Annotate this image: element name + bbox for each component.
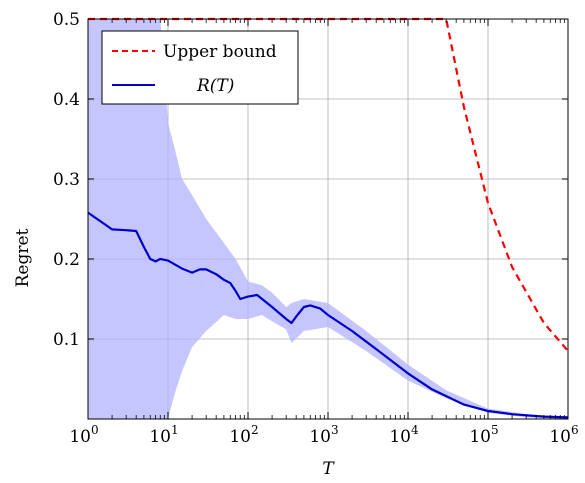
x-tick-label: 102 <box>229 423 258 447</box>
y-tick-label: 0.2 <box>53 250 80 270</box>
x-tick-label: 105 <box>469 423 498 447</box>
legend: Upper bound R(T) <box>101 30 299 105</box>
x-tick-label: 104 <box>389 423 419 447</box>
x-tick-label: 103 <box>309 423 338 447</box>
x-axis-label: T <box>322 459 335 479</box>
x-tick-label: 101 <box>149 423 178 447</box>
y-tick-label: 0.3 <box>53 170 80 190</box>
legend-label-upper-bound: Upper bound <box>163 42 277 62</box>
y-tick-label: 0.4 <box>53 90 80 110</box>
confidence-band <box>88 19 568 419</box>
series-line-r-t <box>87 211 569 419</box>
y-tick-label: 0.5 <box>53 10 80 30</box>
y-axis-label: Regret <box>13 228 33 287</box>
y-tick-label: 0.1 <box>53 330 80 350</box>
x-tick-label: 100 <box>69 423 98 447</box>
legend-label-r-t: R(T) <box>196 76 234 96</box>
tick-label-layer: 100 101 102 103 104 105 106 0.1 0.2 0.3 0.4 0.5 <box>53 10 579 447</box>
confidence-band-layer <box>88 19 568 419</box>
tick-layer <box>87 18 569 419</box>
legend-box <box>101 30 299 105</box>
x-tick-label: 106 <box>549 423 578 447</box>
